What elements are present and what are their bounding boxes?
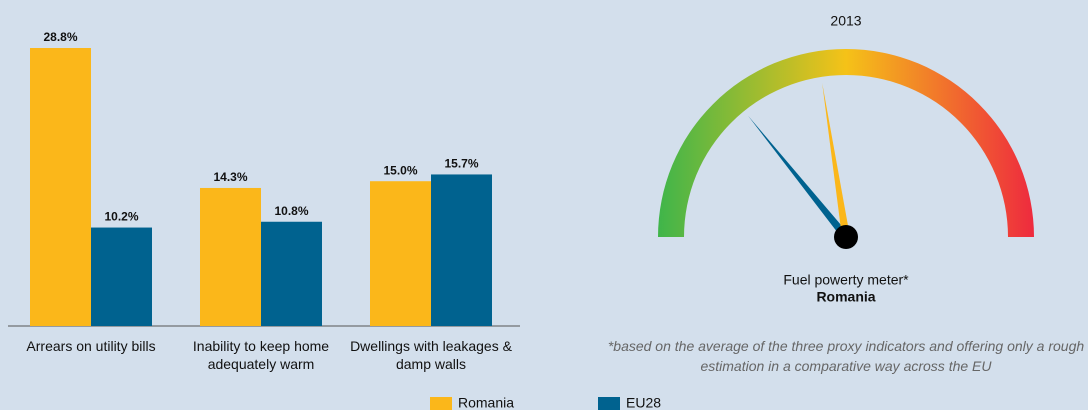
- gauge-title: 2013: [830, 13, 861, 29]
- value-label: 10.2%: [104, 210, 138, 224]
- x-tick-label: Inability to keep home adequately warm: [192, 338, 330, 372]
- bar: [91, 227, 152, 326]
- value-label: 15.0%: [383, 163, 417, 177]
- gauge-label: Fuel powerty meter*: [783, 272, 909, 288]
- legend-swatch: [430, 397, 452, 410]
- gauge-sublabel: Romania: [816, 289, 875, 305]
- bar: [431, 174, 492, 326]
- legend-swatch: [598, 397, 620, 410]
- x-tick-label: Arrears on utility bills: [26, 338, 156, 354]
- value-label: 28.8%: [43, 30, 77, 44]
- bar: [370, 181, 431, 326]
- value-label: 10.8%: [274, 204, 308, 218]
- bar: [261, 221, 322, 326]
- needle: [747, 115, 850, 240]
- bar: [200, 187, 261, 326]
- value-label: 15.7%: [444, 157, 478, 171]
- value-label: 14.3%: [213, 170, 247, 184]
- legend-label: EU28: [626, 395, 661, 410]
- gauge-hub: [834, 225, 858, 249]
- gauge-arc: [658, 49, 1034, 237]
- bar: [30, 48, 91, 326]
- legend-label: Romania: [458, 395, 514, 410]
- x-tick-label: Dwellings with leakages & damp walls: [350, 338, 512, 372]
- footnote: *based on the average of the three proxy…: [607, 338, 1085, 374]
- needle: [822, 82, 850, 238]
